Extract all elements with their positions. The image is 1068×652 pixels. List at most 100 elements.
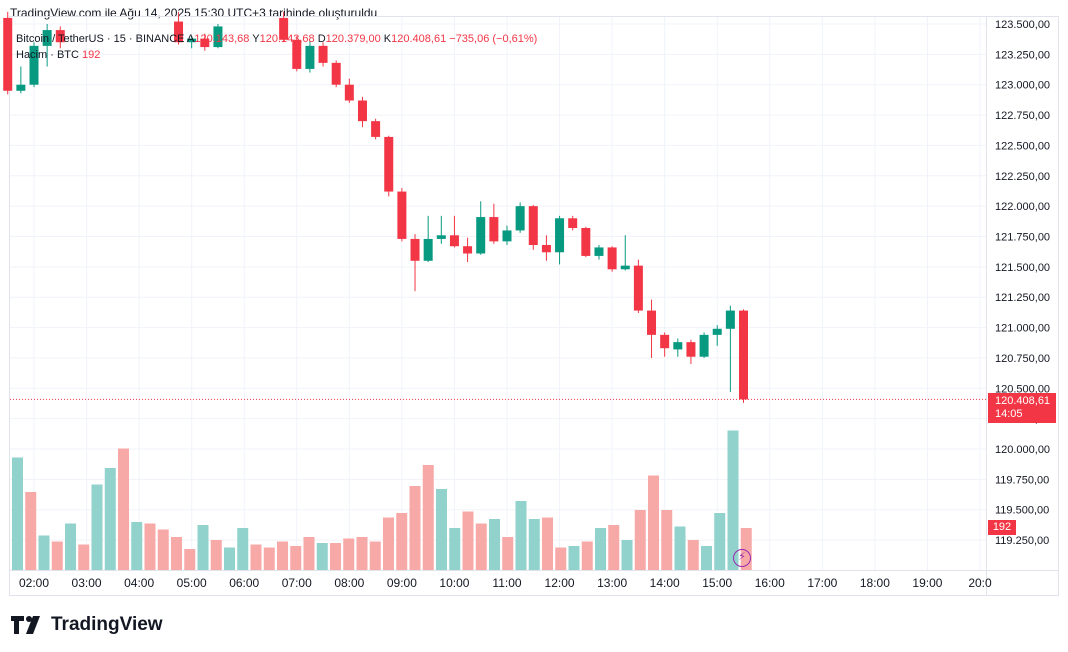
volume-bar [674,526,686,570]
y-tick-label: 123.500,00 [995,19,1050,31]
volume-bar [608,525,620,570]
volume-bar [78,544,90,570]
volume-bar [104,468,116,570]
y-tick-label: 122.500,00 [995,140,1050,152]
volume-bar [197,525,209,570]
volume-bar [65,523,76,570]
candle-body [187,38,197,43]
volume-bar [687,540,699,570]
tradingview-logo[interactable]: TradingView [11,614,163,636]
candle-body [712,328,722,335]
x-tick-label: 05:00 [177,576,207,590]
candle-body [686,342,696,357]
volume-bar [436,489,447,570]
high-value: 120.143,68 [259,33,315,45]
volume-bar [661,510,673,570]
candle-body [541,245,551,253]
x-tick-label: 14:00 [650,576,680,590]
candle-body [725,310,735,329]
volume-bar [171,537,182,570]
x-tick-label: 07:00 [282,576,312,590]
volume-bar [595,528,606,570]
open-value: 120.143,68 [194,33,250,45]
volume-bar [144,523,156,570]
x-tick-label: 11:00 [492,576,521,590]
low-label: D [317,33,326,45]
flash-icon[interactable]: ⚡ [733,549,751,567]
volume-bar [131,522,143,570]
x-tick-label: 04:00 [124,576,154,590]
volume-bar [25,492,37,570]
low-value: 120.379,00 [325,33,381,45]
candle-body [423,238,433,261]
volume-bar [740,528,752,570]
y-tick-label: 120.750,00 [995,353,1050,365]
candle-body [384,136,394,192]
candle-body [305,45,315,69]
volume-bar [409,486,421,570]
candle-body [344,84,354,101]
volume-bar [224,547,235,570]
candle-body [660,334,670,349]
y-tick-label: 119.250,00 [995,535,1049,547]
y-tick-label: 122.000,00 [995,201,1050,213]
x-tick-label: 18:00 [860,576,890,590]
open-label: A [186,33,195,45]
candle-body [515,206,525,231]
volume-bar [475,523,487,570]
chart-frame [9,16,1059,596]
last-price-value: 120.408,61 [995,395,1051,407]
volume-bar [422,465,434,570]
last-volume-tag: 192 [988,520,1016,535]
volume-bar [502,537,514,570]
y-tick-label: 119.750,00 [995,474,1049,486]
candle-body [357,100,367,122]
volume-bar [542,517,553,570]
candle-body [279,17,289,40]
candle-body [213,26,223,48]
candle-body [699,334,709,357]
y-tick-label: 120.500,00 [995,383,1050,395]
volume-bar [489,519,500,570]
volume-bar [91,484,103,570]
y-tick-label: 120.000,00 [995,444,1050,456]
tradingview-logo-icon [11,616,40,634]
volume-label[interactable]: Hacim · BTC [16,49,79,61]
volume-bar [303,537,315,570]
y-tick-label: 119.500,00 [995,505,1049,517]
candle-body [607,247,617,270]
volume-bar [250,544,262,570]
price-change: −735,06 (−0,61%) [449,33,538,45]
volume-bar [210,540,222,570]
y-tick-label: 121.750,00 [995,232,1050,244]
volume-bar [555,547,567,570]
volume-legend: Hacim · BTC 192 [16,49,100,61]
candle-body [489,217,499,242]
candle-body [55,30,65,43]
volume-bar [634,510,646,570]
candle-body [594,247,604,256]
high-label: Y [252,33,260,45]
volume-bar [237,528,249,570]
close-label: K [383,33,392,45]
candle-body [476,217,486,254]
volume-bar [277,541,288,570]
volume-bar [263,547,275,570]
candle-body [200,38,210,48]
x-tick-label: 09:00 [387,576,417,590]
candle-body [371,121,381,137]
candle-body [463,246,473,254]
volume-bar [330,543,341,570]
candle-body [436,235,446,239]
candle-body [633,265,643,311]
symbol-name[interactable]: Bitcoin / TetherUS · 15 · BINANCE [16,33,185,45]
volume-bar [51,541,63,570]
volume-bar [316,543,328,570]
volume-bar [383,517,394,570]
volume-bar [12,457,23,570]
volume-bar [621,540,633,570]
candle-body [528,206,538,245]
bar-countdown: 14:05 [995,408,1023,420]
volume-bar [714,513,726,570]
